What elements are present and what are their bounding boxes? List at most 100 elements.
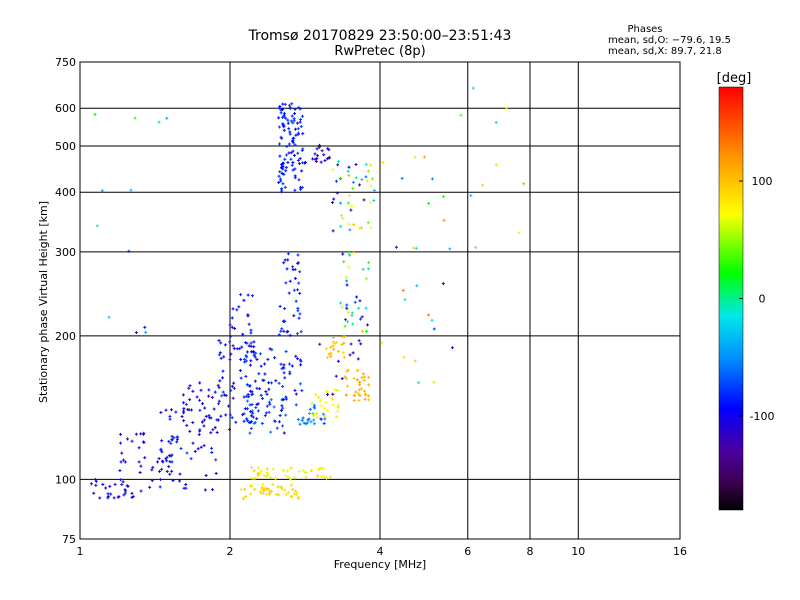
- data-point: [354, 390, 358, 394]
- data-point: [339, 301, 343, 305]
- data-point: [255, 417, 259, 421]
- data-point: [367, 261, 371, 265]
- data-point: [335, 388, 339, 392]
- data-point: [170, 453, 174, 457]
- data-point: [297, 281, 301, 285]
- data-point: [148, 485, 152, 489]
- data-point: [255, 386, 259, 390]
- data-point: [171, 478, 175, 482]
- data-point: [240, 345, 244, 349]
- data-point: [287, 142, 291, 146]
- data-point: [317, 145, 321, 149]
- y-axis-label: Stationary phase Virtual Height [km]: [37, 201, 50, 403]
- x-axis-label: Frequency [MHz]: [334, 558, 426, 571]
- data-point: [241, 413, 245, 417]
- data-point: [361, 372, 365, 376]
- data-point: [322, 153, 326, 157]
- data-point: [250, 294, 254, 298]
- data-point: [277, 180, 281, 184]
- data-point: [264, 475, 268, 479]
- data-point: [288, 279, 292, 283]
- data-point: [216, 383, 220, 387]
- data-point: [296, 127, 300, 131]
- data-point: [256, 472, 260, 476]
- data-point: [354, 176, 358, 180]
- data-point: [274, 379, 278, 383]
- data-point: [227, 404, 231, 408]
- x-tick-label: 10: [571, 545, 585, 558]
- data-point: [325, 476, 329, 480]
- data-point: [303, 161, 307, 165]
- data-point: [293, 476, 297, 480]
- data-point: [210, 395, 214, 399]
- data-point: [366, 267, 370, 271]
- data-point: [182, 411, 186, 415]
- data-point: [345, 283, 349, 287]
- data-point: [340, 342, 344, 346]
- data-point: [281, 468, 285, 472]
- data-point: [207, 388, 211, 392]
- data-point: [175, 435, 179, 439]
- data-point: [282, 113, 286, 117]
- data-point: [296, 309, 300, 313]
- data-point: [459, 113, 463, 117]
- data-point: [290, 163, 294, 167]
- data-point: [343, 324, 347, 328]
- data-point: [291, 149, 295, 153]
- data-point: [201, 402, 205, 406]
- data-point: [284, 492, 288, 496]
- data-point: [127, 249, 131, 253]
- data-point: [93, 477, 97, 481]
- data-point: [333, 342, 337, 346]
- data-point: [450, 346, 454, 350]
- data-point: [282, 371, 286, 375]
- data-point: [217, 399, 221, 403]
- data-point: [324, 401, 328, 405]
- data-point: [247, 384, 251, 388]
- data-point: [98, 496, 102, 500]
- data-point: [298, 382, 302, 386]
- data-point: [352, 394, 356, 398]
- data-point: [314, 393, 318, 397]
- data-point: [286, 469, 290, 473]
- data-point: [357, 398, 361, 402]
- data-point: [296, 496, 300, 500]
- data-point: [448, 247, 452, 251]
- data-point: [242, 395, 246, 399]
- data-point: [230, 416, 234, 420]
- data-point: [359, 226, 363, 230]
- data-point: [286, 490, 290, 494]
- data-point: [279, 362, 283, 366]
- data-point: [281, 384, 285, 388]
- data-point: [130, 491, 134, 495]
- data-point: [341, 335, 345, 339]
- data-point: [283, 258, 287, 262]
- data-point: [316, 154, 320, 158]
- data-point: [310, 402, 314, 406]
- data-point: [366, 394, 370, 398]
- data-point: [142, 440, 146, 444]
- data-point: [344, 393, 348, 397]
- data-point: [299, 185, 303, 189]
- data-point: [364, 393, 368, 397]
- data-point: [288, 130, 292, 134]
- data-point: [293, 107, 297, 111]
- data-point: [106, 494, 110, 498]
- data-point: [319, 417, 323, 421]
- data-point: [296, 131, 300, 135]
- data-point: [304, 470, 308, 474]
- data-point: [212, 407, 216, 411]
- data-point: [294, 493, 298, 497]
- data-point: [134, 432, 138, 436]
- data-point: [267, 387, 271, 391]
- data-point: [198, 429, 202, 433]
- data-point: [165, 116, 169, 120]
- data-point: [218, 379, 222, 383]
- data-point: [360, 178, 364, 182]
- data-point: [356, 392, 360, 396]
- data-point: [413, 359, 417, 363]
- data-point: [250, 390, 254, 394]
- data-point: [288, 477, 292, 481]
- y-tick-label: 400: [55, 186, 76, 199]
- data-point: [335, 340, 339, 344]
